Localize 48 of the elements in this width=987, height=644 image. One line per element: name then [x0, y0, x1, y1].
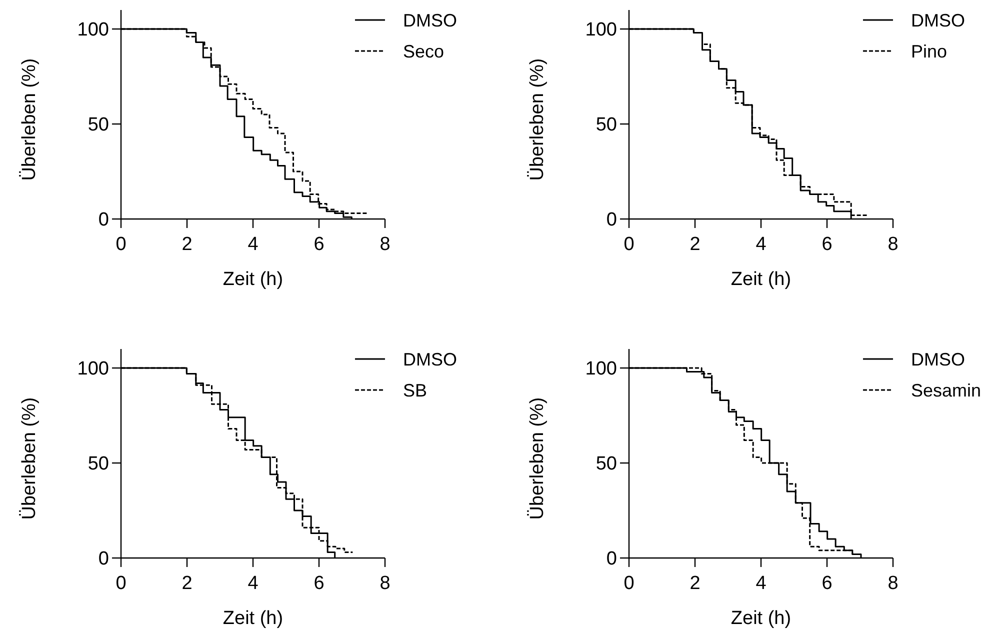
x-axis-title: Zeit (h) [222, 608, 284, 629]
legend-label: DMSO [403, 10, 457, 30]
x-tick-label: 8 [380, 234, 390, 255]
x-tick-label: 6 [822, 234, 832, 255]
x-tick-label: 2 [690, 234, 700, 255]
x-tick-label: 6 [314, 573, 324, 594]
x-tick-label: 4 [756, 573, 767, 594]
y-tick-label: 0 [606, 548, 617, 570]
legend-label: DMSO [911, 349, 965, 370]
x-tick-label: 6 [314, 234, 324, 255]
y-tick-label: 0 [98, 210, 109, 231]
x-tick-label: 8 [888, 573, 898, 594]
y-tick-label: 50 [88, 114, 109, 136]
x-tick-label: 4 [248, 234, 259, 255]
y-tick-label: 100 [585, 20, 617, 41]
y-tick-label: 100 [77, 20, 109, 41]
x-tick-label: 0 [624, 573, 634, 594]
x-tick-label: 2 [182, 573, 192, 594]
y-tick-label: 50 [596, 114, 617, 136]
y-axis-title: Überleben (%) [19, 397, 40, 520]
legend-label: Pino [911, 41, 948, 62]
x-axis-title: Zeit (h) [730, 608, 792, 629]
x-tick-label: 0 [624, 234, 634, 255]
legend-label: DMSO [911, 10, 965, 30]
x-tick-label: 8 [380, 573, 390, 594]
legend-label: DMSO [403, 349, 457, 370]
y-axis-title: Überleben (%) [19, 58, 40, 181]
x-tick-label: 6 [822, 573, 832, 594]
x-axis-title: Zeit (h) [222, 269, 284, 290]
legend-label: Seco [403, 41, 444, 62]
y-tick-label: 100 [77, 358, 109, 380]
y-axis-title: Überleben (%) [527, 397, 548, 520]
x-tick-label: 2 [182, 234, 192, 255]
x-tick-label: 8 [888, 234, 898, 255]
y-tick-label: 50 [596, 454, 617, 475]
x-tick-label: 4 [756, 234, 767, 255]
legend-label: SB [403, 380, 428, 400]
y-tick-label: 50 [88, 454, 109, 475]
x-tick-label: 0 [116, 234, 126, 255]
y-tick-label: 0 [98, 548, 109, 570]
x-axis-title: Zeit (h) [730, 269, 792, 290]
x-tick-label: 4 [248, 573, 259, 594]
y-tick-label: 0 [606, 210, 617, 231]
x-tick-label: 0 [116, 573, 126, 594]
legend-label: Sesamin [911, 380, 982, 400]
y-axis-title: Überleben (%) [527, 58, 548, 181]
x-tick-label: 2 [690, 573, 700, 594]
y-tick-label: 100 [585, 358, 617, 380]
